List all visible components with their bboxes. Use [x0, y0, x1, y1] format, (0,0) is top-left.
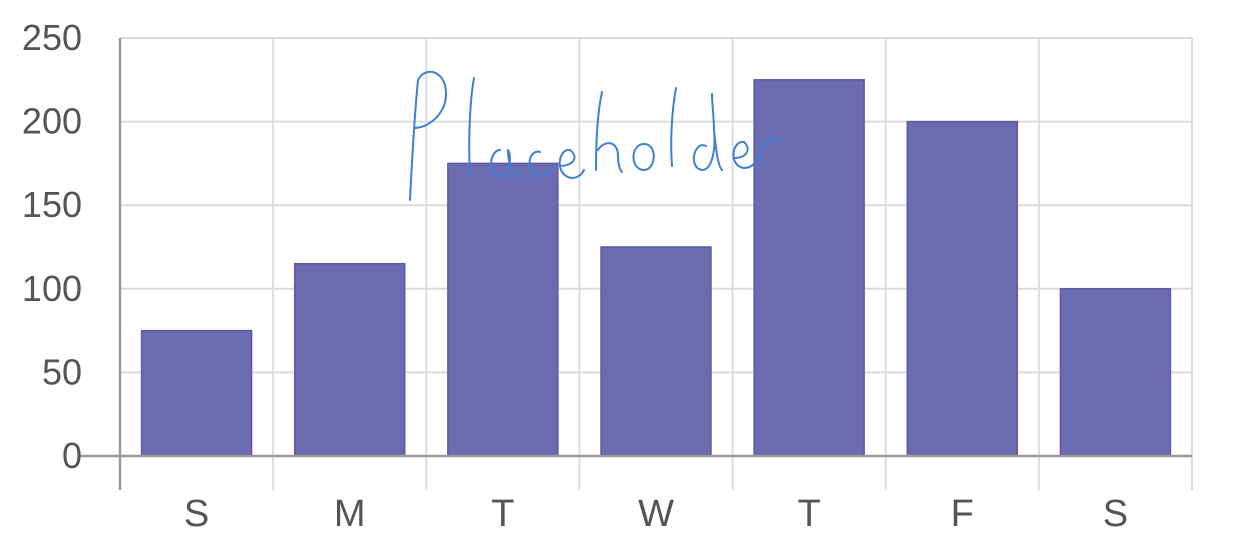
- x-tick-label: S: [184, 493, 209, 535]
- bar-4: [753, 79, 865, 457]
- bar-6: [1059, 288, 1172, 457]
- y-tick-label: 200: [22, 101, 82, 142]
- axes: [80, 38, 1193, 490]
- x-tick-label: S: [1103, 493, 1128, 535]
- bar-3: [600, 246, 712, 457]
- handwritten-placeholder-annotation: [409, 70, 779, 201]
- x-tick-label: T: [798, 493, 821, 535]
- x-tick-label: M: [334, 493, 366, 535]
- x-tick-label: W: [638, 493, 674, 535]
- x-tick-label: F: [951, 493, 974, 535]
- bars: [140, 79, 1172, 457]
- bar-5: [906, 120, 1019, 457]
- bar-0: [140, 329, 253, 457]
- y-tick-label: 150: [22, 184, 82, 225]
- x-tick-label: T: [491, 493, 514, 535]
- bar-1: [293, 262, 406, 457]
- y-tick-label: 250: [22, 17, 82, 58]
- y-tick-label: 50: [42, 351, 82, 392]
- bar-2: [447, 162, 559, 457]
- y-tick-label: 0: [62, 435, 82, 476]
- y-tick-labels: 0 50 100 150 200 250: [22, 17, 82, 476]
- y-tick-label: 100: [22, 268, 82, 309]
